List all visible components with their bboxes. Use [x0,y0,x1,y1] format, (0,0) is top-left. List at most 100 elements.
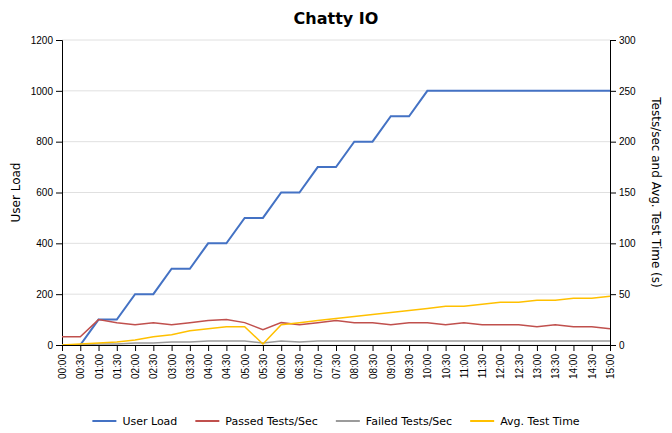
tick-label: 04:30 [221,354,232,379]
tick: 09:00 [386,345,397,379]
tick: 200 [610,136,636,147]
tick-label: 07:30 [331,354,342,379]
tick-label: 05:30 [258,354,269,379]
tick-label: 800 [36,136,53,147]
tick: 06:00 [276,345,287,379]
tick-label: 14:30 [587,354,598,379]
tick: 04:00 [203,345,214,379]
legend-label: Passed Tests/Sec [225,415,318,428]
tick-label: 13:30 [550,354,561,379]
tick-label: 04:00 [203,354,214,379]
tick: 10:30 [441,345,452,379]
axis-line [56,41,63,346]
tick: 1000 [31,86,62,97]
tick-label: 11:30 [477,354,488,379]
tick-label: 08:00 [349,354,360,379]
grid [62,40,610,345]
tick-mark [592,345,593,351]
tick-mark [56,294,62,295]
legend-label: Failed Tests/Sec [366,415,452,428]
tick-mark [555,345,556,351]
tick-label: 11:00 [459,354,470,379]
series-line [62,296,610,345]
tick-mark [56,345,62,346]
tick-label: 01:30 [112,354,123,379]
tick-label: 150 [619,187,636,198]
tick: 08:30 [368,345,379,379]
tick: 00:30 [75,345,86,379]
legend-swatch [470,420,494,422]
tick-label: 09:30 [404,354,415,379]
tick: 12:30 [514,345,525,379]
grid-line [62,243,610,244]
tick-mark [208,345,209,351]
tick-mark [56,142,62,143]
tick-label: 200 [36,289,53,300]
tick: 100 [610,238,636,249]
tick-label: 100 [619,238,636,249]
tick-mark [336,345,337,351]
chart: 00:0000:3001:0001:3002:0002:3003:0003:30… [0,0,672,433]
tick: 08:00 [349,345,360,379]
tick: 1200 [31,35,62,46]
tick-mark [281,345,282,351]
tick-label: 06:00 [276,354,287,379]
tick: 13:30 [550,345,561,379]
tick-mark [427,345,428,351]
legend-swatch [92,420,116,422]
tick-mark [299,345,300,351]
tick-mark [263,345,264,351]
tick-label: 10:00 [422,354,433,379]
tick-label: 400 [36,238,53,249]
tick-mark [500,345,501,351]
tick-label: 09:00 [386,354,397,379]
y2-axis: 050100150200250300 [610,35,636,351]
legend: User Load Passed Tests/Sec Failed Tests/Se… [92,415,579,428]
tick-mark [610,345,616,346]
tick: 11:00 [459,345,470,378]
tick-mark [56,243,62,244]
tick-mark [610,142,616,143]
lines [62,91,610,345]
tick-mark [610,193,616,194]
series-line [62,320,610,337]
tick: 14:30 [587,345,598,379]
axis-line [611,41,617,346]
tick: 15:00 [605,345,616,379]
tick: 150 [610,187,636,198]
tick-mark [117,345,118,351]
tick-label: 15:00 [605,354,616,379]
tick-mark [56,193,62,194]
tick-label: 300 [619,35,636,46]
tick-label: 02:00 [130,354,141,379]
grid-line [62,40,610,41]
tick-mark [464,345,465,351]
grid-line [62,192,610,193]
tick: 01:00 [94,345,105,379]
tick: 200 [36,289,62,300]
y-axis-title: User Load [9,163,23,223]
plot: 00:0000:3001:0001:3002:0002:3003:0003:30… [31,35,636,379]
tick: 600 [36,187,62,198]
tick-label: 0 [619,340,625,351]
series-line [62,341,610,345]
tick-label: 200 [619,136,636,147]
tick-mark [610,243,616,244]
tick: 0 [47,340,62,351]
tick-mark [610,91,616,92]
tick-mark [610,294,616,295]
tick-label: 03:00 [167,354,178,379]
tick-label: 600 [36,187,53,198]
legend-item: User Load [92,415,177,428]
tick-mark [373,345,374,351]
title: Chatty IO [294,9,379,28]
tick-mark [354,345,355,351]
grid-line [62,141,610,142]
tick: 13:00 [532,345,543,379]
tick-mark [318,345,319,351]
tick-label: 00:00 [57,354,68,379]
legend-swatch [195,420,219,422]
tick: 05:00 [240,345,251,379]
tick: 02:00 [130,345,141,379]
tick-mark [610,40,616,41]
